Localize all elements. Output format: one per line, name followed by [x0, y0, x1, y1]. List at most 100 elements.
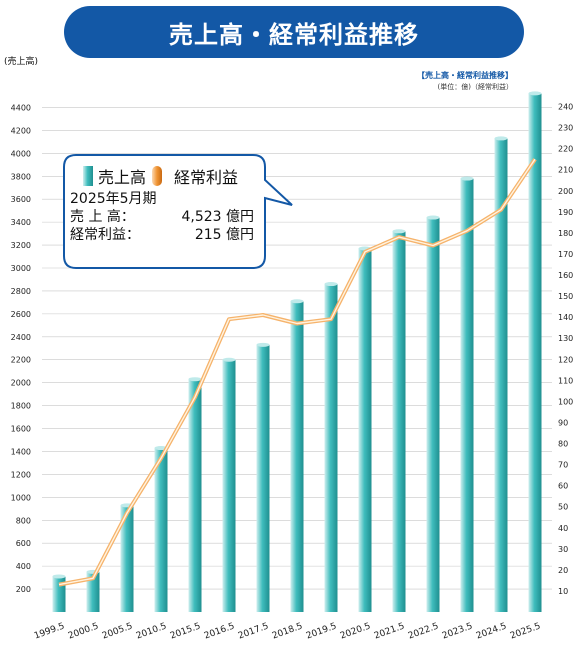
bar-cap: [188, 377, 202, 382]
sales-bar: [256, 344, 270, 612]
x-tick-label: 2005.5: [101, 621, 134, 641]
left-tick-label: 3600: [11, 195, 31, 204]
left-tick-label: 3000: [11, 264, 31, 273]
left-tick-label: 1800: [11, 402, 31, 411]
profit-value: 215 億円: [194, 227, 254, 243]
right-tick-label: 30: [558, 545, 568, 554]
left-tick-label: 2200: [11, 356, 31, 365]
x-tick-label: 2016.5: [203, 621, 236, 641]
legend-sales: 売上高: [98, 168, 147, 187]
left-tick-label: 1000: [11, 493, 31, 502]
right-tick-label: 210: [558, 166, 573, 175]
right-tick-label: 180: [558, 229, 573, 238]
sales-bar: [222, 359, 236, 612]
right-tick-label: 10: [558, 587, 568, 596]
right-tick-label: 20: [558, 566, 568, 575]
left-tick-label: 2800: [11, 287, 31, 296]
bar-cap: [290, 299, 304, 304]
bar-cap: [256, 342, 270, 347]
title-banner: 売上高・経常利益推移: [64, 6, 524, 58]
x-tick-label: 2024.5: [475, 621, 508, 641]
right-tick-label: 130: [558, 334, 573, 343]
profit-label: 経常利益：: [70, 227, 140, 243]
right-tick-label: 110: [558, 376, 573, 385]
bar-cap: [324, 282, 338, 287]
left-tick-label: 600: [16, 539, 31, 548]
left-tick-label: 3400: [11, 218, 31, 227]
sales-bars: [52, 91, 542, 613]
sales-bar: [392, 231, 406, 612]
left-tick-label: 1400: [11, 447, 31, 456]
x-tick-label: 2017.5: [237, 621, 270, 641]
right-tick-label: 60: [558, 482, 568, 491]
right-tick-label: 120: [558, 355, 573, 364]
chart-title: 売上高・経常利益推移: [169, 20, 419, 49]
x-tick-label: 2020.5: [339, 621, 372, 641]
right-tick-label: 70: [558, 461, 568, 470]
x-tick-label: 2019.5: [305, 621, 338, 641]
line-legend-icon: [152, 166, 162, 186]
x-tick-label: 2000.5: [67, 621, 100, 641]
right-tick-label: 160: [558, 271, 573, 280]
profit-line-inner: [58, 158, 536, 586]
right-tick-label: 100: [558, 397, 573, 406]
x-tick-label: 2015.5: [169, 621, 202, 641]
left-axis-ticks: 200 400 600 800 1000 1200 1400 1600 1800 2000 2200…: [11, 103, 31, 594]
right-tick-label: 40: [558, 524, 568, 533]
right-tick-label: 90: [558, 418, 568, 427]
left-tick-label: 4200: [11, 126, 31, 135]
right-tick-label: 240: [558, 103, 573, 112]
bar-cap: [460, 176, 474, 181]
chart-caption: 【売上高・経常利益推移】: [417, 71, 513, 80]
x-tick-label: 2023.5: [441, 621, 474, 641]
sales-bar: [120, 505, 134, 612]
left-tick-label: 400: [16, 562, 31, 571]
sales-bar: [290, 301, 304, 612]
bar-cap: [494, 136, 508, 141]
callout-box: [63, 154, 293, 269]
x-tick-label: 2022.5: [407, 621, 440, 641]
right-axis-ticks: 10 20 30 40 50 60 70 80 90 100 110 120 130 140 150 160 1…: [558, 103, 573, 596]
right-tick-label: 220: [558, 145, 573, 154]
x-tick-label: 2025.5: [509, 621, 542, 641]
bar-cap: [392, 229, 406, 234]
sales-value: 4,523 億円: [181, 209, 254, 225]
sales-bar: [324, 284, 338, 612]
right-tick-label: 50: [558, 503, 568, 512]
left-tick-label: 800: [16, 516, 31, 525]
sales-bar: [426, 217, 440, 612]
x-tick-label: 1999.5: [33, 621, 66, 641]
callout-legend: 売上高 経常利益: [70, 162, 260, 190]
right-tick-label: 200: [558, 187, 573, 196]
sales-bar: [494, 138, 508, 612]
x-tick-label: 2018.5: [271, 621, 304, 641]
legend-profit: 経常利益: [174, 168, 239, 187]
right-tick-label: 150: [558, 292, 573, 301]
right-tick-label: 230: [558, 124, 573, 133]
bar-cap: [52, 574, 66, 579]
x-tick-label: 2021.5: [373, 621, 406, 641]
bar-legend-icon: [83, 166, 93, 186]
sales-bar: [460, 178, 474, 612]
right-tick-label: 170: [558, 250, 573, 259]
bar-cap: [528, 91, 542, 96]
callout-profit-row: 経常利益： 215 億円: [70, 226, 260, 244]
sales-bar: [86, 571, 100, 612]
left-tick-label: 3200: [11, 241, 31, 250]
right-tick-label: 140: [558, 313, 573, 322]
bar-cap: [222, 357, 236, 362]
sales-bar: [154, 448, 168, 612]
unit-note: (単位：億)（経常利益）: [437, 83, 513, 91]
x-tick-label: 2010.5: [135, 621, 168, 641]
sales-bar: [528, 93, 542, 612]
left-tick-label: 1200: [11, 470, 31, 479]
right-tick-label: 80: [558, 440, 568, 449]
sales-label: 売 上 高：: [70, 209, 135, 225]
sales-bar: [188, 379, 202, 612]
left-axis-unit: (売上高): [4, 57, 39, 67]
right-tick-label: 190: [558, 208, 573, 217]
x-axis-ticks: 1999.5 2000.5 2005.5 2010.5 2015.5 2016.5 2017…: [33, 621, 542, 641]
left-tick-label: 1600: [11, 425, 31, 434]
callout-period: 2025年5月期: [70, 191, 157, 207]
